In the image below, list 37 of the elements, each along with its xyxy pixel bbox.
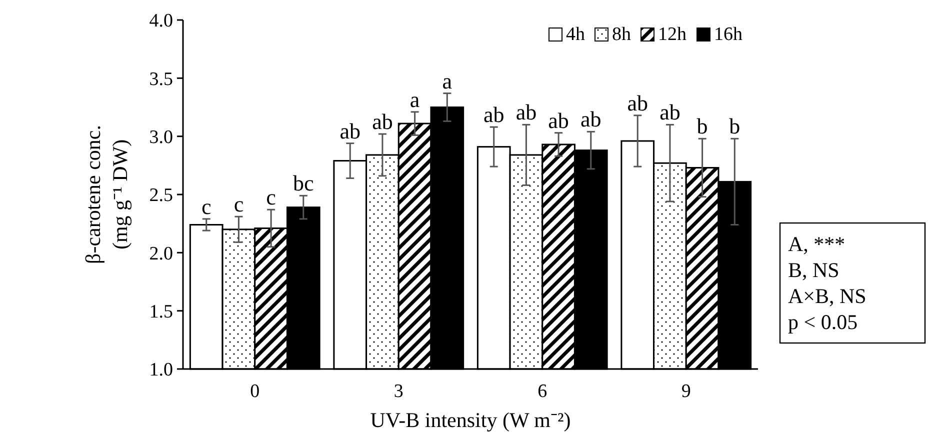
- data-label: ab: [340, 118, 360, 144]
- text: A, ***: [788, 232, 846, 256]
- text: p < 0.05: [788, 310, 858, 334]
- x-tick-label: 9: [681, 381, 691, 402]
- y-tick-label: 4.0: [149, 10, 173, 32]
- data-label: ab: [580, 106, 602, 132]
- data-label: ab: [660, 100, 680, 125]
- data-label: c: [201, 194, 212, 219]
- legend-label: 4h: [566, 24, 586, 45]
- y-tick-label: 2.0: [149, 243, 173, 264]
- data-label: bc: [293, 170, 314, 196]
- data-label: a: [410, 86, 420, 112]
- data-label: c: [234, 192, 244, 217]
- x-tick-label: 0: [250, 381, 260, 402]
- text: A×B, NS: [788, 284, 866, 308]
- data-label: ab: [372, 109, 393, 134]
- data-label: b: [729, 114, 740, 139]
- data-label: c: [266, 184, 276, 210]
- data-label: ab: [548, 108, 569, 133]
- y-tick-label: 2.5: [149, 185, 173, 206]
- data-label: ab: [627, 90, 648, 116]
- data-label: a: [442, 68, 452, 94]
- legend-label: 12h: [658, 24, 687, 45]
- data-label: ab: [516, 100, 537, 125]
- data-label: b: [696, 114, 708, 139]
- y-tick-label: 3.5: [149, 68, 173, 90]
- y-tick-label: 3.0: [149, 126, 173, 148]
- y-tick-label: 1.0: [149, 360, 173, 381]
- text: B, NS: [788, 258, 840, 282]
- y-tick-label: 1.5: [149, 301, 173, 322]
- x-tick-label: 6: [538, 381, 548, 402]
- data-label: ab: [483, 102, 504, 128]
- legend-label: 16h: [714, 24, 743, 45]
- x-tick-label: 3: [394, 381, 404, 402]
- x-axis-title: UV-B intensity (W m⁻²): [370, 408, 571, 432]
- legend-label: 8h: [612, 24, 632, 45]
- y-axis-title: β-carotene conc. (mg g⁻¹ DW): [81, 125, 132, 264]
